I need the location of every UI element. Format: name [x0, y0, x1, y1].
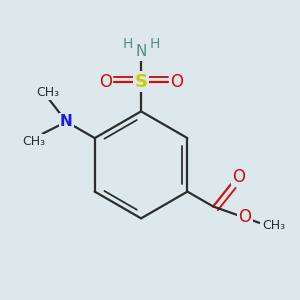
Text: H: H [122, 37, 133, 51]
Text: CH₃: CH₃ [22, 135, 45, 148]
Text: O: O [238, 208, 251, 226]
Text: O: O [99, 73, 112, 91]
Text: N: N [135, 44, 147, 59]
Text: CH₃: CH₃ [36, 85, 59, 98]
Text: CH₃: CH₃ [262, 219, 285, 232]
Text: S: S [135, 73, 148, 91]
Text: N: N [60, 114, 73, 129]
Text: O: O [170, 73, 183, 91]
Text: H: H [149, 37, 160, 51]
Text: O: O [232, 168, 245, 186]
